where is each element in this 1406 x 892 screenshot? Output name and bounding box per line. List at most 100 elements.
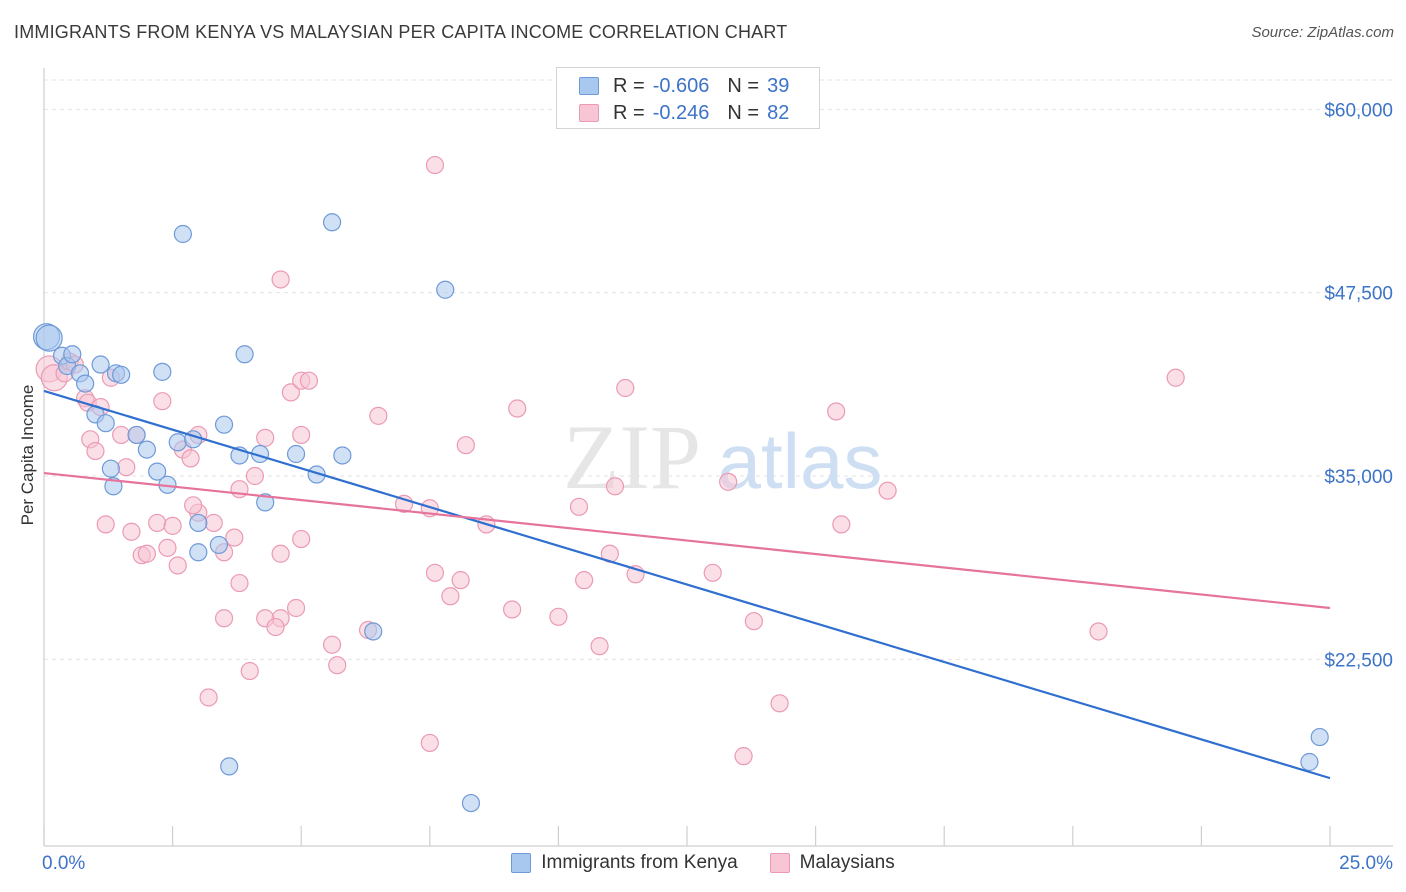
chart-title: IMMIGRANTS FROM KENYA VS MALAYSIAN PER C… bbox=[14, 22, 788, 42]
malaysian-point bbox=[86, 441, 105, 461]
malaysian-point bbox=[153, 392, 172, 411]
y-tick-label: $60,000 bbox=[1324, 100, 1393, 121]
kenya-point bbox=[127, 425, 146, 445]
malaysian-point bbox=[286, 598, 306, 618]
malaysian-point bbox=[199, 688, 218, 707]
malaysian-point bbox=[214, 609, 234, 628]
malaysian-n-value: 82 bbox=[767, 101, 790, 124]
kenya-point bbox=[189, 513, 208, 533]
y-tick-label: $35,000 bbox=[1324, 467, 1393, 488]
kenya-point bbox=[168, 433, 187, 452]
kenya-point bbox=[101, 459, 120, 478]
malaysian-r-value: -0.246 bbox=[652, 101, 710, 124]
kenya-point bbox=[286, 444, 306, 464]
malaysian-point bbox=[703, 563, 722, 582]
malaysian-point bbox=[827, 402, 846, 421]
x-tick-label-min: 0.0% bbox=[42, 853, 85, 874]
kenya-swatch bbox=[579, 77, 599, 95]
kenya-point bbox=[461, 793, 481, 813]
kenya-point bbox=[256, 493, 275, 512]
malaysian-point bbox=[96, 515, 115, 534]
kenya-point bbox=[364, 622, 383, 641]
malaysian-point bbox=[299, 371, 319, 390]
kenya-point bbox=[322, 213, 342, 232]
malaysian-point bbox=[456, 436, 475, 455]
kenya-legend-label: Immigrants from Kenya bbox=[541, 852, 738, 873]
malaysian-point bbox=[137, 544, 156, 563]
kenya-point bbox=[209, 535, 228, 555]
malaysian-legend-swatch bbox=[769, 853, 790, 873]
kenya-r-label: R = bbox=[613, 74, 645, 97]
source-label: Source: ZipAtlas.com bbox=[1251, 24, 1394, 41]
malaysian-point bbox=[569, 497, 589, 516]
kenya-point bbox=[148, 462, 167, 481]
malaysian-point bbox=[441, 587, 460, 606]
malaysian-point bbox=[168, 556, 187, 575]
kenya-point bbox=[214, 415, 234, 434]
malaysian-point bbox=[230, 573, 249, 593]
malaysian-point bbox=[590, 637, 609, 656]
kenya-point bbox=[35, 324, 63, 352]
kenya-point bbox=[189, 543, 208, 562]
malaysian-legend-label: Malaysians bbox=[799, 852, 895, 873]
kenya-point bbox=[436, 280, 455, 299]
malaysian-r-label: R = bbox=[613, 101, 645, 124]
malaysian-point bbox=[425, 155, 445, 175]
malaysian-point bbox=[605, 477, 625, 496]
malaysian-point bbox=[281, 383, 301, 402]
legend-row-kenya: R = -0.606 N = 39 bbox=[579, 74, 789, 98]
legend-item-malaysian[interactable]: Malaysians bbox=[769, 852, 895, 874]
kenya-point bbox=[153, 362, 172, 381]
malaysian-point bbox=[425, 563, 445, 582]
malaysian-point bbox=[420, 733, 439, 753]
malaysian-point bbox=[122, 522, 141, 541]
malaysian-point bbox=[271, 544, 290, 563]
kenya-point bbox=[91, 355, 110, 374]
malaysian-point bbox=[117, 458, 136, 477]
kenya-trend-line bbox=[43, 389, 1331, 780]
kenya-point bbox=[76, 374, 95, 393]
malaysian-point bbox=[292, 529, 311, 549]
malaysian-n-label: N = bbox=[727, 101, 760, 124]
malaysian-point bbox=[163, 516, 182, 535]
malaysian-point bbox=[292, 425, 311, 445]
kenya-point bbox=[235, 345, 254, 364]
watermark: ZIP atlas bbox=[563, 406, 882, 508]
malaysian-point bbox=[503, 600, 522, 619]
watermark-zip: ZIP bbox=[563, 406, 701, 508]
kenya-point bbox=[220, 757, 239, 776]
malaysian-swatch bbox=[579, 104, 599, 122]
kenya-point bbox=[104, 477, 123, 496]
malaysian-point bbox=[744, 612, 763, 631]
kenya-point bbox=[173, 224, 192, 244]
legend-row-malaysian: R = -0.246 N = 82 bbox=[579, 101, 789, 125]
data-points bbox=[32, 155, 1329, 813]
kenya-legend-swatch bbox=[511, 853, 532, 873]
malaysian-point bbox=[878, 481, 897, 500]
watermark-atlas: atlas bbox=[718, 417, 883, 505]
malaysian-point bbox=[549, 607, 568, 626]
malaysian-point bbox=[616, 378, 635, 398]
malaysian-point bbox=[225, 528, 244, 547]
malaysian-point bbox=[451, 571, 470, 590]
tick-labels: $22,500 $35,000 $47,500 $60,000 0.0% 25.0% bbox=[42, 100, 1393, 874]
malaysian-point bbox=[832, 515, 851, 534]
malaysian-point bbox=[271, 270, 290, 289]
y-tick-label: $22,500 bbox=[1324, 650, 1393, 671]
kenya-point bbox=[96, 414, 115, 433]
stats-legend: R = -0.606 N = 39 R = -0.246 N = 82 bbox=[556, 67, 820, 129]
kenya-n-label: N = bbox=[727, 74, 760, 97]
malaysian-point bbox=[256, 428, 275, 447]
malaysian-point bbox=[158, 538, 177, 557]
axes bbox=[43, 68, 1393, 847]
kenya-point bbox=[137, 440, 156, 459]
kenya-n-value: 39 bbox=[767, 74, 790, 97]
malaysian-point bbox=[508, 399, 527, 418]
malaysian-point bbox=[184, 496, 203, 515]
malaysian-point bbox=[245, 466, 265, 486]
kenya-point bbox=[333, 446, 352, 465]
legend-item-kenya[interactable]: Immigrants from Kenya bbox=[511, 852, 738, 874]
malaysian-point bbox=[719, 472, 738, 491]
kenya-point bbox=[1300, 752, 1319, 772]
